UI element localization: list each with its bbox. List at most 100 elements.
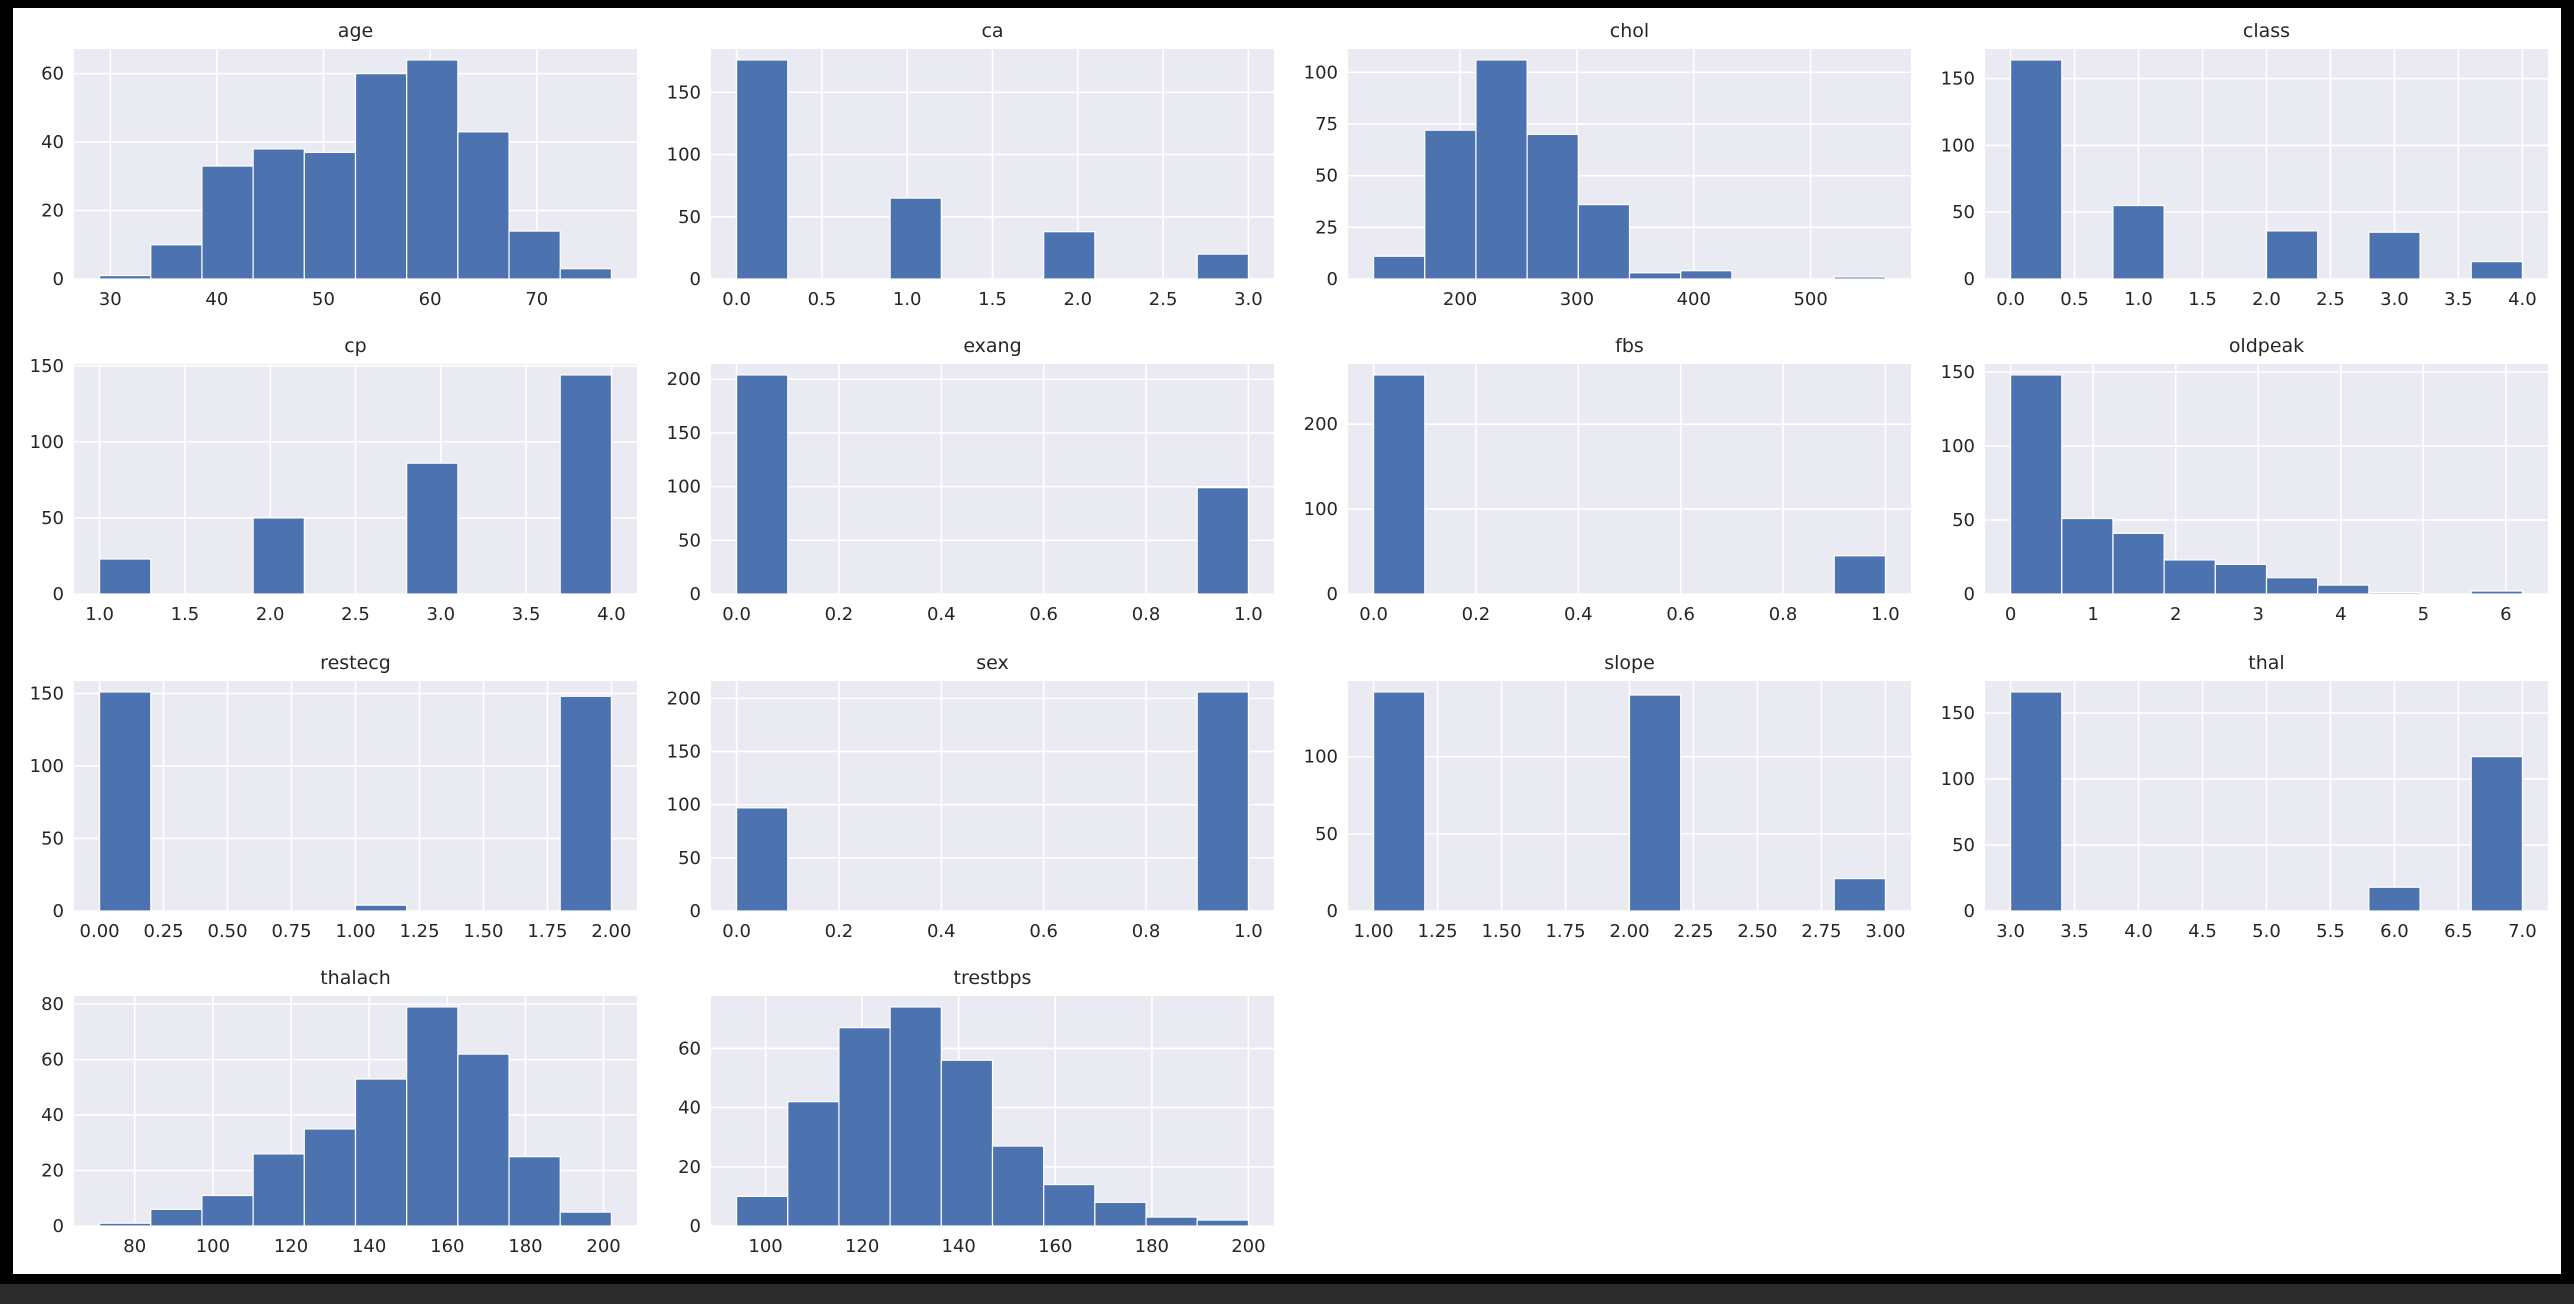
histogram-bar — [1043, 1183, 1096, 1227]
y-tick-label: 20 — [678, 1157, 701, 1178]
y-tick-label: 0 — [1327, 584, 1338, 605]
histogram-bar — [1628, 272, 1682, 280]
subplot-title: trestbps — [954, 967, 1032, 989]
subplot-title: cp — [344, 335, 367, 357]
histogram-bar — [1196, 691, 1250, 912]
x-tick-label: 0.4 — [927, 604, 956, 625]
histogram-bar — [2265, 577, 2319, 595]
histogram-bar — [559, 374, 613, 595]
x-tick-label: 3.5 — [2060, 921, 2089, 942]
x-tick-label: 1.0 — [2124, 289, 2153, 310]
y-tick-label: 25 — [1315, 217, 1338, 238]
x-tick-label: 3.5 — [2444, 289, 2473, 310]
histogram-bar — [457, 1053, 510, 1227]
x-tick-label: 3.0 — [2380, 289, 2409, 310]
x-tick-label: 0.50 — [208, 921, 248, 942]
axes-background — [711, 681, 1274, 911]
y-tick-label: 80 — [41, 994, 64, 1015]
histogram-bar — [1424, 129, 1477, 280]
y-tick-label: 100 — [30, 432, 64, 453]
histogram-bar — [735, 59, 789, 280]
histogram-bar — [1043, 231, 1096, 280]
x-tick-label: 4.0 — [597, 604, 626, 625]
histogram-bar — [98, 691, 152, 912]
x-tick-label: 120 — [274, 1236, 308, 1257]
histogram-bar — [2317, 584, 2370, 595]
histogram-bar — [98, 558, 152, 595]
x-tick-label: 2.25 — [1673, 921, 1713, 942]
x-tick-label: 70 — [525, 289, 548, 310]
histogram-bar — [735, 1195, 789, 1227]
histogram-bar — [889, 197, 942, 280]
x-tick-label: 6 — [2500, 604, 2511, 625]
histogram-bar — [1372, 374, 1426, 595]
y-tick-label: 50 — [678, 207, 701, 228]
x-tick-label: 300 — [1560, 289, 1594, 310]
x-tick-label: 0.2 — [1462, 604, 1491, 625]
histogram-bar — [559, 268, 613, 280]
y-tick-label: 150 — [30, 683, 64, 704]
histogram-bar — [2368, 591, 2421, 595]
y-tick-label: 0 — [690, 269, 701, 290]
x-tick-label: 1.0 — [893, 289, 922, 310]
x-tick-label: 1.5 — [171, 604, 200, 625]
y-tick-label: 50 — [1952, 835, 1975, 856]
y-tick-label: 200 — [667, 369, 701, 390]
x-tick-label: 0.2 — [825, 921, 854, 942]
histogram-bar — [559, 695, 613, 912]
x-tick-label: 1.0 — [1871, 604, 1900, 625]
histogram-bar — [252, 1153, 305, 1227]
histogram-bar — [940, 1059, 994, 1227]
y-tick-label: 100 — [1941, 769, 1975, 790]
histogram-bar — [150, 244, 203, 280]
x-tick-label: 1.00 — [335, 921, 375, 942]
y-tick-label: 0 — [53, 584, 64, 605]
y-tick-label: 50 — [678, 848, 701, 869]
x-tick-label: 100 — [196, 1236, 230, 1257]
y-tick-label: 50 — [41, 508, 64, 529]
y-tick-label: 0 — [53, 901, 64, 922]
histogram-bar — [1094, 1201, 1147, 1227]
subplot-title: chol — [1610, 20, 1649, 42]
x-tick-label: 200 — [586, 1236, 620, 1257]
x-tick-label: 1.5 — [978, 289, 1007, 310]
y-tick-label: 60 — [41, 64, 64, 85]
y-tick-label: 50 — [678, 530, 701, 551]
x-tick-label: 5.0 — [2252, 921, 2281, 942]
y-tick-label: 200 — [667, 688, 701, 709]
histogram-bar — [2112, 532, 2165, 595]
y-tick-label: 0 — [690, 584, 701, 605]
x-tick-label: 3.0 — [426, 604, 455, 625]
x-tick-label: 3.0 — [1234, 289, 1263, 310]
x-tick-label: 3.5 — [512, 604, 541, 625]
y-tick-label: 150 — [667, 741, 701, 762]
x-tick-label: 0.8 — [1132, 604, 1161, 625]
histogram-bar — [1196, 1219, 1250, 1227]
x-tick-label: 1.75 — [1545, 921, 1585, 942]
histogram-bar — [1475, 59, 1528, 280]
x-tick-label: 30 — [99, 289, 122, 310]
x-tick-label: 6.0 — [2380, 921, 2409, 942]
x-tick-label: 1.0 — [85, 604, 114, 625]
histogram-bar — [1196, 253, 1250, 280]
y-tick-label: 100 — [1941, 135, 1975, 156]
x-tick-label: 2 — [2170, 604, 2181, 625]
histogram-bar — [2009, 691, 2063, 912]
x-tick-label: 0.8 — [1132, 921, 1161, 942]
histogram-bar — [1577, 204, 1631, 280]
histogram-bar — [1680, 270, 1733, 280]
x-tick-label: 2.75 — [1801, 921, 1841, 942]
histogram-bar — [406, 59, 459, 280]
x-tick-label: 1.0 — [1234, 604, 1263, 625]
x-tick-label: 0.0 — [722, 289, 751, 310]
x-tick-label: 3.00 — [1865, 921, 1905, 942]
x-tick-label: 4.5 — [2188, 921, 2217, 942]
histogram-bar — [252, 517, 305, 595]
histogram-bar — [1196, 487, 1250, 595]
histogram-bar — [406, 462, 459, 595]
histogram-bar — [2112, 204, 2165, 280]
histogram-bar — [1628, 694, 1682, 912]
x-tick-label: 5.5 — [2316, 921, 2345, 942]
x-tick-label: 4.0 — [2508, 289, 2537, 310]
